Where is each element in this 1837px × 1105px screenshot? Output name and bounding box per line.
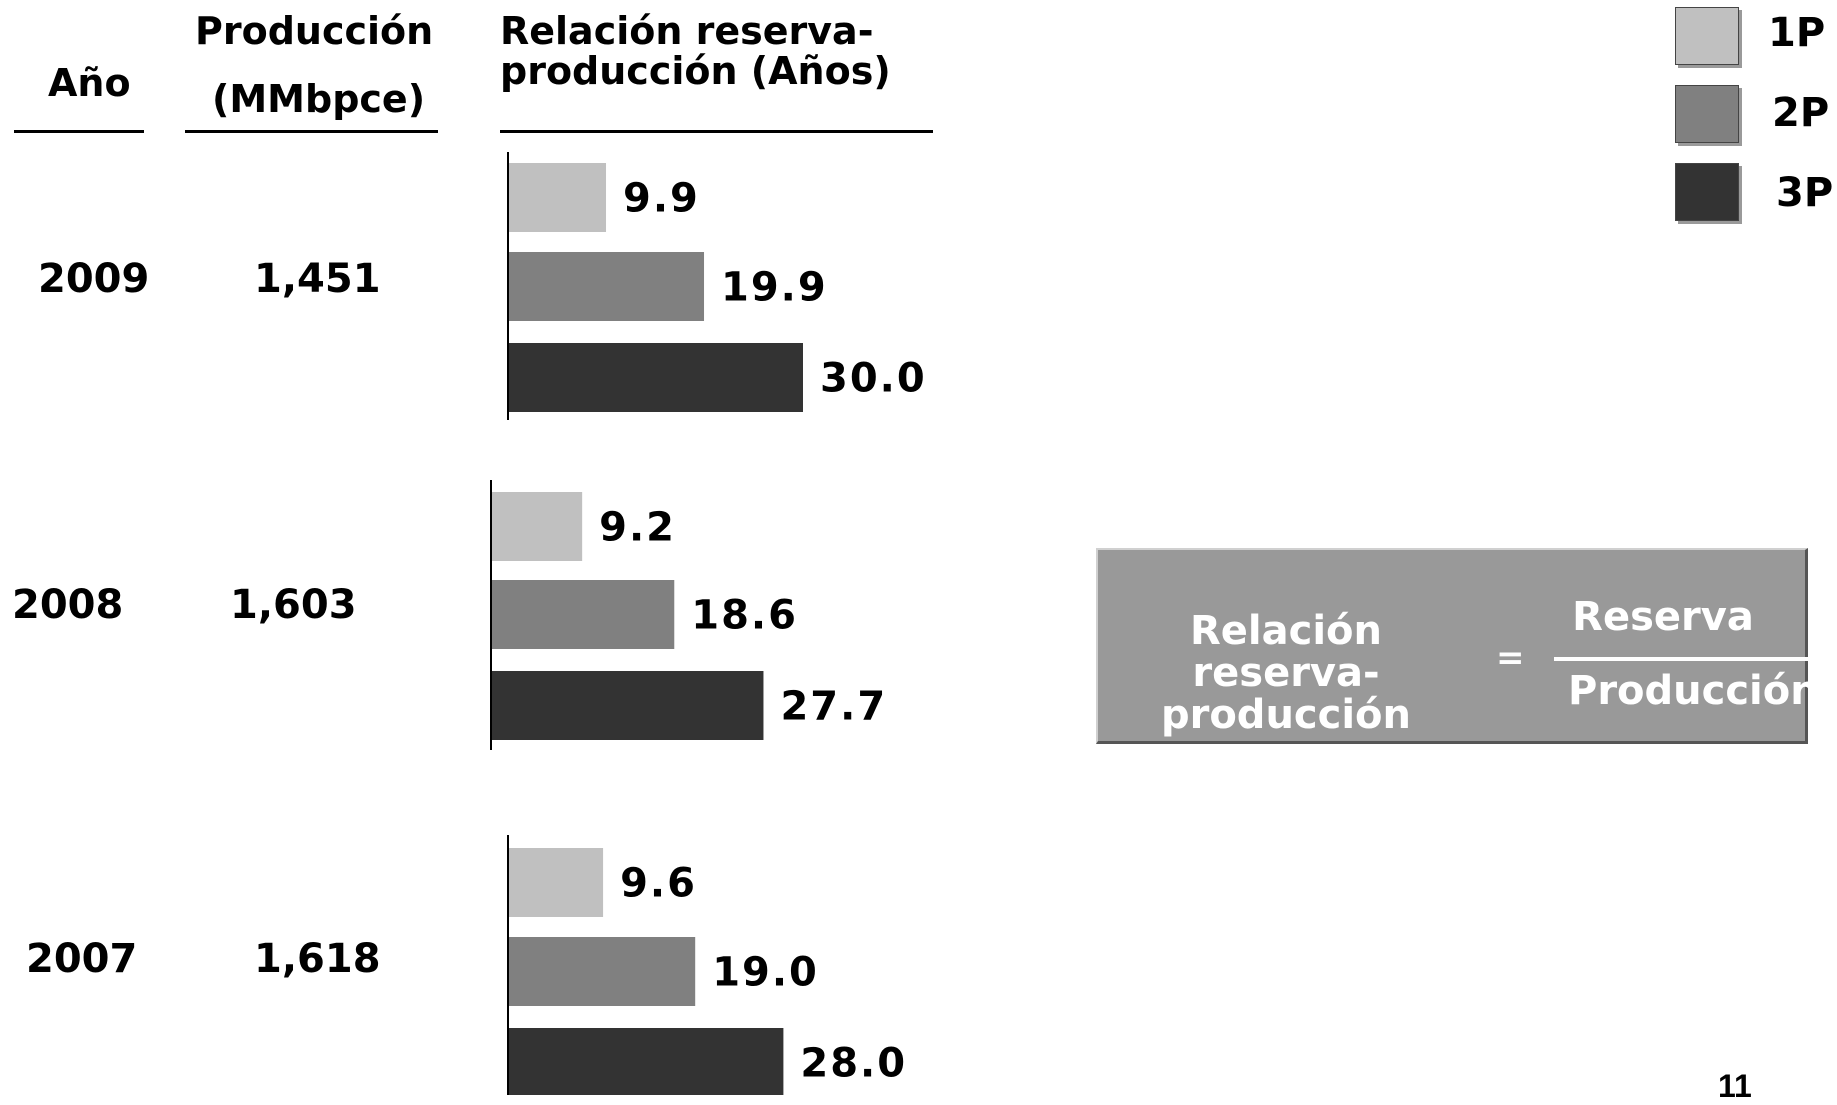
bar-2007-1p	[509, 848, 604, 917]
header-rule-ratio	[500, 130, 933, 133]
bar-label-2007-3p: 28.0	[800, 1041, 907, 1087]
row-2009-year: 2009	[38, 256, 150, 302]
legend-label-3p: 3P	[1776, 170, 1834, 216]
formula-numerator: Reserva	[1572, 594, 1754, 640]
row-2008-year: 2008	[12, 582, 124, 628]
formula-fraction-bar	[1554, 657, 1810, 661]
bar-2008-3p	[492, 671, 764, 740]
reserve-production-bar-chart: 9.9 19.9 30.0 9.2 18.6 27.7 9.6 19.0 28.0	[490, 152, 927, 1095]
legend-swatch-1p	[1675, 7, 1739, 65]
header-ratio-line1: Relación reserva-	[500, 9, 874, 53]
bar-label-2008-2p: 18.6	[691, 593, 798, 639]
row-2007-year: 2007	[26, 936, 138, 982]
formula-lhs-line1: Relación reserva-	[1189, 608, 1382, 696]
legend-label-1p: 1P	[1768, 10, 1826, 56]
legend-swatch-3p	[1675, 163, 1739, 221]
header-year: Año	[48, 61, 131, 105]
formula-equals: =	[1496, 638, 1525, 678]
bar-label-2007-1p: 9.6	[620, 861, 697, 907]
bar-label-2008-3p: 27.7	[780, 684, 887, 730]
header-production-line2: (MMbpce)	[212, 77, 426, 121]
header-production-line1: Producción	[195, 9, 434, 53]
formula-lhs: Relación reserva- producción	[1116, 610, 1456, 736]
bar-label-2009-1p: 9.9	[623, 176, 700, 222]
formula-denominator: Producción	[1568, 668, 1819, 714]
legend-swatch-2p	[1675, 85, 1739, 143]
bar-2007-2p	[509, 937, 696, 1006]
bar-2009-1p	[509, 163, 607, 232]
bar-label-2007-2p: 19.0	[712, 950, 819, 996]
header-rule-production	[185, 130, 438, 133]
formula-lhs-line2: producción	[1160, 692, 1412, 738]
row-2007-production: 1,618	[254, 936, 381, 982]
header-rule-year	[14, 130, 144, 133]
bar-label-2009-2p: 19.9	[721, 265, 828, 311]
formula-box: Relación reserva- producción = Reserva P…	[1096, 548, 1819, 744]
bar-2009-2p	[509, 252, 705, 321]
bar-label-2009-3p: 30.0	[820, 356, 927, 402]
bar-2007-3p	[509, 1028, 784, 1095]
bar-2008-2p	[492, 580, 675, 649]
row-2009-production: 1,451	[254, 256, 381, 302]
page-number: 11	[1718, 1068, 1752, 1104]
bar-2009-3p	[509, 343, 803, 412]
bar-2008-1p	[492, 492, 583, 561]
row-2008-production: 1,603	[230, 582, 357, 628]
header-ratio-line2: producción (Años)	[500, 49, 891, 93]
bar-label-2008-1p: 9.2	[599, 505, 676, 551]
legend-label-2p: 2P	[1772, 90, 1830, 136]
